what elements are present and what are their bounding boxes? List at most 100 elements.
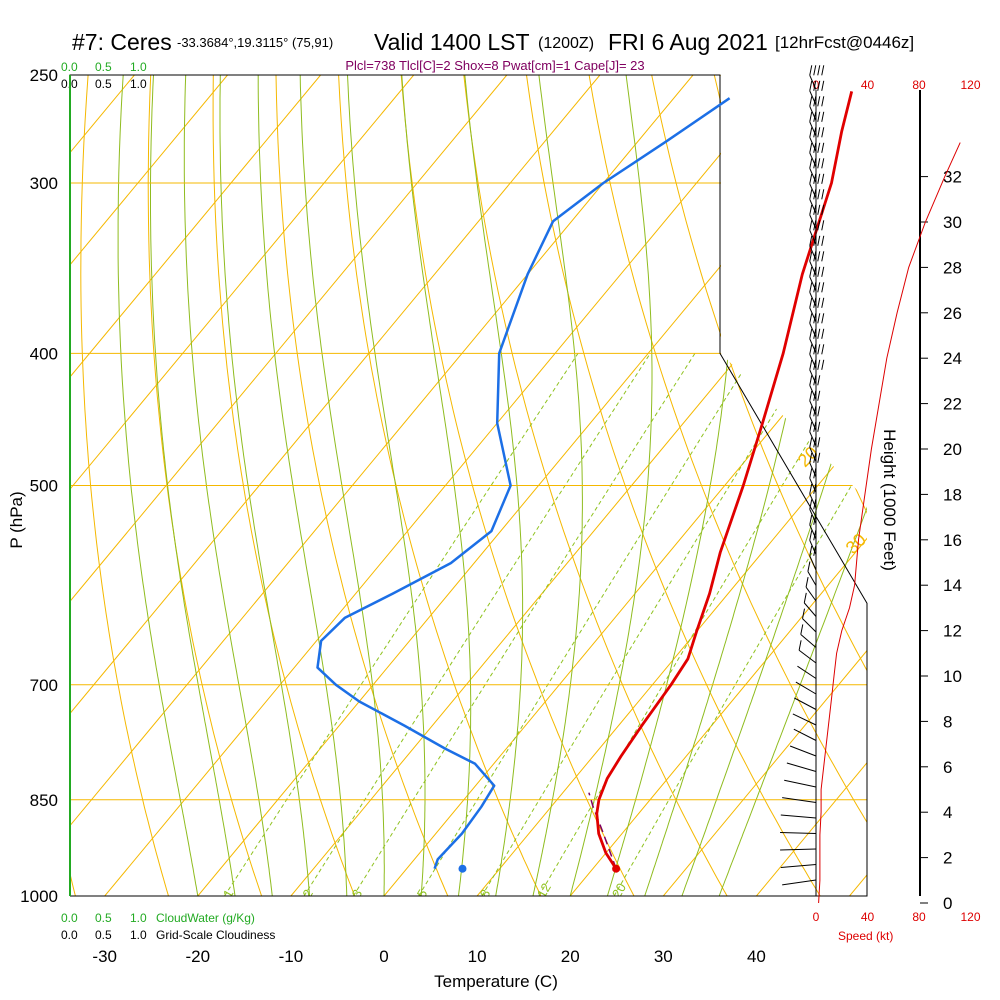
height-tick-label: 32 <box>943 168 962 187</box>
axes: -30 -20 -10 0 10 20 30 40 250 300 400 500 700 850 1000 <box>20 66 766 966</box>
wind-barb <box>797 665 817 679</box>
wind-barb-feather <box>821 344 825 355</box>
x-tick-label: -20 <box>186 947 211 966</box>
wind-barb-feather <box>817 220 821 231</box>
wind-barb-feather <box>809 375 813 386</box>
x-tick-label: 10 <box>468 947 487 966</box>
pressure-tick-label: 500 <box>30 477 58 496</box>
sounding-profiles <box>316 91 854 873</box>
wind-barb <box>809 354 817 369</box>
x-tick-label: 40 <box>747 947 766 966</box>
station-title: #7: Ceres <box>72 29 172 55</box>
height-tick-label: 28 <box>943 258 962 277</box>
height-tick-label: 20 <box>943 440 962 459</box>
wind-barb <box>809 137 817 152</box>
speed-tick-label: 80 <box>912 78 926 92</box>
wind-barb <box>809 509 817 524</box>
wind-barb-feather <box>821 111 825 122</box>
height-tick-label: 8 <box>943 712 952 731</box>
wind-panel: 0040408080120120024681012141618202224262… <box>780 65 981 924</box>
wind-barb-feather <box>817 359 821 370</box>
station-coords: -33.3684°,19.3115° (75,91) <box>177 35 333 50</box>
wind-barb-feather <box>809 142 813 153</box>
wind-barb-feather <box>809 499 813 510</box>
wind-barb <box>809 121 817 137</box>
wind-barb <box>798 649 817 664</box>
wind-barb <box>809 230 817 245</box>
dewpoint-profile <box>316 97 731 870</box>
plot-mask <box>721 75 887 521</box>
wind-barb-feather <box>809 189 813 200</box>
mixing-ratio-line <box>613 458 867 896</box>
wind-barb-feather <box>817 297 821 308</box>
wind-barb-feather <box>809 96 813 107</box>
wind-barb-feather <box>809 297 813 308</box>
mixing-ratio-label: 12 <box>534 881 554 901</box>
wind-barb-feather <box>821 65 825 76</box>
moist-adiabat-line <box>347 75 426 896</box>
wind-barb-feather <box>817 452 821 463</box>
wind-barb-feather <box>817 328 821 339</box>
wind-barb-feather <box>809 530 813 541</box>
y-axis-label: P (hPa) <box>7 491 26 548</box>
dry-adiabat-line <box>147 75 263 896</box>
cloud-water-top-2: 1.0 <box>130 60 147 74</box>
parcel-path <box>588 792 617 869</box>
x-tick-label: 20 <box>561 947 580 966</box>
wind-barb <box>809 168 817 183</box>
moist-adiabat-line <box>117 75 199 896</box>
height-tick-label: 4 <box>943 803 952 822</box>
forecast-date: FRI 6 Aug 2021 <box>608 29 768 55</box>
wind-barb-feather <box>821 127 825 138</box>
wind-barb-feather <box>805 577 809 588</box>
x-tick-label: -30 <box>92 947 117 966</box>
x-axis-label: Temperature (C) <box>434 972 558 991</box>
wind-barb <box>809 292 817 307</box>
height-tick-label: 18 <box>943 485 962 504</box>
moist-adiabat-line <box>257 75 348 896</box>
speed-tick-label: 80 <box>912 910 926 924</box>
wind-barb-feather <box>809 514 813 525</box>
dry-adiabat-line <box>651 75 867 672</box>
cloud-water-label: CloudWater (g/Kg) <box>156 911 255 925</box>
temperature-profile <box>595 91 854 870</box>
speed-tick-label: 40 <box>861 78 875 92</box>
wind-barb-feather <box>809 204 813 215</box>
pressure-tick-label: 850 <box>30 791 58 810</box>
height-tick-label: 10 <box>943 667 962 686</box>
wind-barb-feather <box>809 359 813 370</box>
mixing-ratio-label: 2 <box>299 887 316 901</box>
wind-barb <box>780 831 817 834</box>
wind-barb <box>784 779 817 788</box>
cloud-scale-bottom: 0.0 0.5 1.0 CloudWater (g/Kg) 0.0 0.5 1.… <box>61 911 275 942</box>
mixing-ratio-line <box>224 353 579 896</box>
wind-barb-feather <box>821 313 825 324</box>
wind-barb <box>809 478 817 493</box>
wind-barb-feather <box>809 545 813 556</box>
wind-barb-feather <box>817 65 821 76</box>
wind-barb <box>809 555 817 571</box>
wind-barb-feather <box>817 204 821 215</box>
wind-barb-feather <box>817 437 821 448</box>
wind-barb-feather <box>809 65 813 76</box>
wind-barb <box>803 602 817 617</box>
valid-time: Valid 1400 LST <box>374 29 530 55</box>
wind-barb-feather <box>798 640 802 651</box>
wind-barb <box>809 385 817 400</box>
x-tick-label: -10 <box>279 947 304 966</box>
cloud-water-top-1: 0.5 <box>95 60 112 74</box>
dry-adiabat-line <box>400 75 635 896</box>
wind-barb-feather <box>817 406 821 417</box>
wind-barb <box>795 681 817 695</box>
speed-tick-label: 120 <box>960 78 980 92</box>
wind-barb <box>809 369 817 385</box>
wind-barb-feather <box>821 96 825 107</box>
wind-barb-feather <box>817 80 821 91</box>
wind-barb <box>809 462 817 478</box>
wind-barb-feather <box>807 561 811 572</box>
cloud-water-bottom-2: 1.0 <box>130 911 147 925</box>
wind-barb <box>780 848 817 851</box>
cloud-water-bottom-1: 0.5 <box>95 911 112 925</box>
pressure-tick-label: 300 <box>30 174 58 193</box>
